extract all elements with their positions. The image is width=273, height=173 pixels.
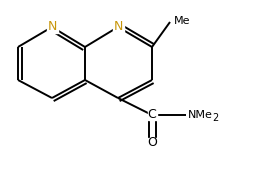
Text: NMe: NMe (188, 110, 213, 120)
Text: O: O (147, 135, 157, 148)
Text: Me: Me (174, 16, 191, 26)
Text: 2: 2 (212, 113, 218, 123)
Bar (147, 138, 156, 147)
Bar (46, 21, 58, 33)
Bar (147, 111, 156, 120)
Bar (112, 21, 123, 33)
Text: C: C (148, 108, 156, 121)
Text: N: N (47, 20, 57, 34)
Text: N: N (113, 20, 123, 34)
